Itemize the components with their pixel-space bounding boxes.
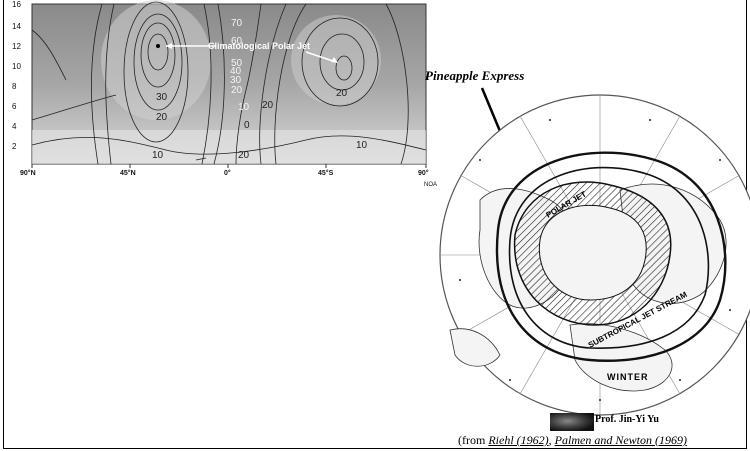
- polar-jet-inner: [538, 204, 647, 301]
- source-citation: (from Riehl (1962), Palmen and Newton (1…: [458, 433, 687, 448]
- left-jet-contours: [90, 1, 225, 165]
- x-tick-label: 0°: [224, 170, 231, 177]
- contour-label: 20: [262, 100, 274, 111]
- axis-ticks: [31, 164, 427, 168]
- x-tick-label: 45°S: [318, 170, 334, 177]
- right-jet-contours: [259, 3, 409, 165]
- source-ref-2: Palmen and Newton (1969): [554, 433, 687, 447]
- y-tick-label: 10: [12, 62, 21, 71]
- contour-label: 50: [231, 58, 243, 69]
- y-tick-label: 2: [12, 142, 17, 151]
- author-credit: Prof. Jin-Yi Yu: [595, 414, 659, 425]
- contour-label: 70: [231, 18, 243, 29]
- y-tick-label: 12: [12, 42, 21, 51]
- pineapple-express-label: Pineapple Express: [425, 68, 525, 83]
- contour-label: 20: [238, 150, 250, 161]
- x-tick-label: 90°: [418, 170, 429, 177]
- contour-label: 20: [336, 88, 348, 99]
- subtropical-jet-inner: [508, 166, 710, 349]
- contour-label: 10: [356, 140, 368, 151]
- source-prefix: (from: [458, 433, 489, 447]
- grid-dots: [459, 119, 731, 401]
- contour-label: 10: [238, 102, 250, 113]
- jet-label: Climatological Polar Jet: [208, 41, 311, 51]
- polar-jet-map: POLAR JET SUBTROPICAL JET STREAM: [439, 87, 750, 416]
- source-sep: ,: [548, 433, 555, 447]
- contour-label: 60: [231, 36, 243, 47]
- y-tick-label: 4: [12, 122, 17, 131]
- y-tick-label: 8: [12, 82, 17, 91]
- source-ref-1: Riehl (1962): [488, 433, 549, 447]
- contour-label: 40: [230, 66, 242, 77]
- author-photo: [550, 413, 594, 431]
- y-tick-label: 6: [12, 102, 17, 111]
- x-tick-label: 90°N: [20, 170, 36, 177]
- noaa-label: NOA: [424, 182, 438, 188]
- cross-section-svg: [31, 0, 427, 168]
- winter-label: WINTER: [607, 372, 649, 382]
- contour-label: 30: [156, 92, 168, 103]
- y-tick-label: 16: [12, 0, 21, 9]
- contour-label: 30: [230, 75, 242, 86]
- contour-label: 20: [231, 85, 243, 96]
- y-tick-label: 14: [12, 22, 21, 31]
- contour-label: 20: [156, 112, 168, 123]
- subtropical-jet-outer: [495, 151, 727, 362]
- lower-contours: [31, 3, 427, 165]
- contour-label: 0: [244, 120, 250, 131]
- x-tick-label: 45°N: [120, 170, 136, 177]
- zonal-wind-cross-section: 16 14 12 10 8 6 4 2 90°N 45°N 0° 45°S 90…: [6, 0, 437, 190]
- contour-label: 10: [152, 150, 164, 161]
